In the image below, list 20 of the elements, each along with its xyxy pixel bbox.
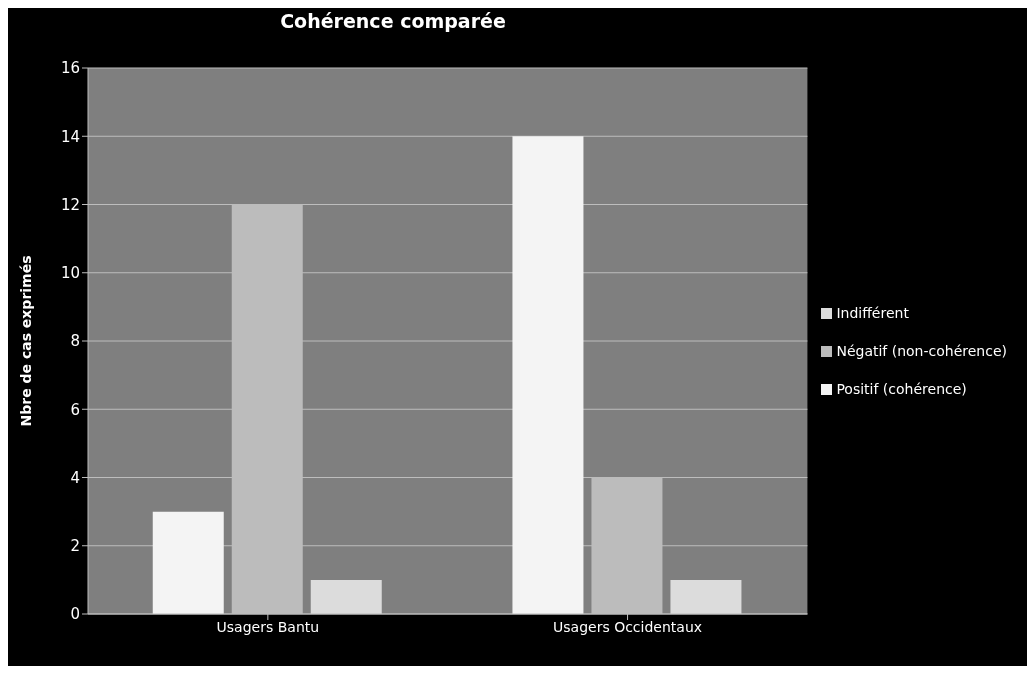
- y-tick-label: 6: [70, 400, 80, 419]
- x-tick-label: Usagers Occidentaux: [553, 618, 703, 635]
- y-tick-label: 12: [60, 195, 80, 214]
- y-tick-label: 16: [60, 59, 80, 78]
- y-tick-label: 4: [70, 468, 80, 487]
- legend-label: Négatif (non-cohérence): [836, 343, 1007, 359]
- y-tick-label: 10: [60, 264, 80, 283]
- y-tick-label: 8: [70, 332, 80, 351]
- bar: [310, 579, 382, 614]
- legend-label: Positif (cohérence): [836, 381, 967, 397]
- bar: [512, 136, 584, 614]
- legend-label: Indifférent: [836, 305, 909, 321]
- y-tick-label: 2: [70, 537, 80, 556]
- y-tick-label: 0: [70, 605, 80, 624]
- chart-title: Cohérence comparée: [279, 9, 507, 34]
- bar: [670, 579, 742, 614]
- x-tick-label: Usagers Bantu: [216, 618, 320, 635]
- bar: [152, 511, 224, 614]
- y-tick-label: 14: [60, 127, 80, 146]
- y-axis-title: Nbre de cas exprimés: [17, 255, 34, 427]
